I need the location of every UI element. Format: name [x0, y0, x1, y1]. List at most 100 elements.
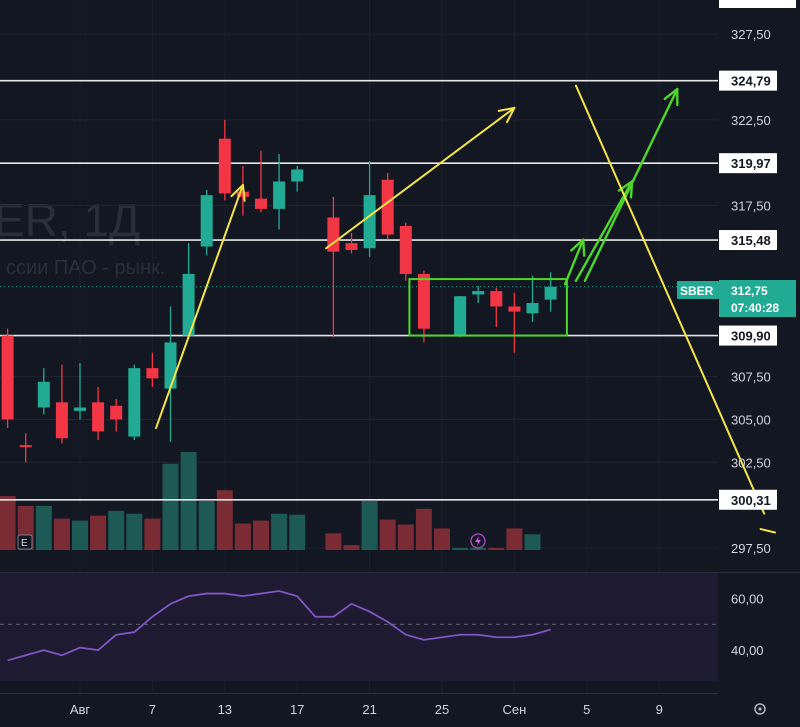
rsi-pane-background [0, 573, 718, 681]
candle-23[interactable] [454, 296, 467, 338]
time-tick-8: 9 [656, 702, 663, 717]
volume-bar-7 [126, 513, 143, 550]
price-tick-5: 302,50 [731, 455, 771, 470]
volume-bar-6 [108, 510, 125, 550]
svg-text:319,97: 319,97 [731, 156, 771, 171]
yellow-down-line[interactable] [574, 84, 766, 515]
volume-bar-10 [180, 452, 197, 550]
svg-text:E: E [21, 538, 28, 549]
price-tick-2: 317,50 [731, 198, 771, 213]
rsi-indicator: 60,00 40,00 [0, 590, 764, 662]
symbol-price-badge: SBER 312,75 07:40:28 [677, 280, 796, 317]
candle-24[interactable] [472, 285, 485, 304]
time-tick-2: 13 [218, 702, 232, 717]
green-up-arrow-2[interactable] [583, 87, 679, 282]
candle-19[interactable] [363, 160, 376, 257]
svg-text:315,48: 315,48 [731, 233, 771, 248]
candle-4[interactable] [74, 362, 86, 420]
candles[interactable] [1, 119, 557, 463]
volume-bar-20 [379, 519, 396, 550]
volume-bar-5 [90, 515, 107, 550]
rsi-line [7, 590, 551, 662]
earnings-icon[interactable]: E [17, 534, 33, 550]
drawings[interactable] [155, 84, 777, 534]
candle-18[interactable] [345, 232, 358, 254]
candle-8[interactable] [146, 352, 159, 387]
candle-7[interactable] [128, 364, 141, 441]
yellow-tail[interactable] [759, 528, 777, 534]
volume-bars [0, 452, 541, 550]
level-badge-partial [719, 0, 796, 8]
candle-20[interactable] [381, 172, 394, 240]
volume-bar-16 [289, 514, 306, 550]
candle-14[interactable] [255, 150, 267, 213]
support-box[interactable] [408, 278, 568, 337]
level-badge-1: 319,97 [719, 153, 777, 174]
price-tick-4: 305,00 [731, 412, 771, 427]
time-tick-4: 21 [362, 702, 376, 717]
horizontal-levels[interactable] [0, 79, 718, 501]
volume-bar-2 [35, 505, 52, 550]
price-tick-3: 307,50 [731, 370, 771, 385]
time-axis[interactable]: Авг 7 13 17 21 25 Сен 5 9 [70, 702, 663, 717]
volume-bar-21 [397, 524, 414, 550]
price-axis[interactable]: 327,50 322,50 317,50 307,50 305,00 302,50 297,… [731, 27, 771, 556]
candle-21[interactable] [399, 222, 412, 281]
watermark-exchange: ссии ПАО - рынк. [6, 257, 165, 279]
level-badges: 324,79 319,97 315,48 309,90 300,31 [719, 0, 796, 510]
svg-text:300,31: 300,31 [731, 493, 771, 508]
candle-25[interactable] [490, 287, 503, 328]
yellow-up-arrow-0[interactable] [155, 183, 246, 430]
yellow-up-arrow-1[interactable] [325, 106, 516, 250]
level-badge-0: 324,79 [719, 70, 777, 91]
candle-2[interactable] [37, 368, 50, 415]
time-tick-0: Авг [70, 702, 91, 717]
time-tick-3: 17 [290, 702, 304, 717]
candle-6[interactable] [110, 398, 123, 432]
volume-bar-22 [415, 508, 432, 550]
rsi-tick-1: 40,00 [731, 643, 764, 658]
countdown-label: 07:40:28 [731, 301, 779, 315]
candle-10[interactable] [182, 243, 195, 339]
price-tick-1: 322,50 [731, 113, 771, 128]
green-up-arrow-0[interactable] [563, 238, 586, 286]
lightning-icon[interactable] [470, 533, 486, 549]
candle-0[interactable] [1, 328, 14, 429]
candle-15[interactable] [273, 154, 286, 230]
time-tick-1: 7 [149, 702, 156, 717]
candle-12[interactable] [218, 119, 231, 201]
candle-11[interactable] [200, 190, 213, 256]
candle-5[interactable] [92, 386, 105, 441]
candle-3[interactable] [55, 364, 68, 444]
level-badge-2: 315,48 [719, 230, 777, 251]
candle-16[interactable] [291, 166, 304, 192]
rsi-tick-0: 60,00 [731, 592, 764, 607]
price-tick-6: 297,50 [731, 541, 771, 556]
volume-bar-18 [343, 545, 360, 550]
volume-bar-4 [72, 520, 88, 550]
volume-bar-17 [325, 533, 342, 550]
watermark-symbol: ER, 1Д [0, 194, 140, 246]
volume-bar-14 [253, 520, 269, 550]
time-tick-7: 5 [583, 702, 590, 717]
time-tick-5: 25 [435, 702, 449, 717]
svg-text:309,90: 309,90 [731, 329, 771, 344]
volume-bar-19 [361, 501, 378, 550]
volume-bar-27 [506, 528, 523, 550]
candle-27[interactable] [526, 275, 539, 322]
volume-bar-3 [53, 518, 70, 550]
settings-gear-icon[interactable] [754, 703, 766, 715]
volume-bar-12 [216, 490, 233, 550]
candle-1[interactable] [19, 433, 32, 463]
volume-bar-0 [0, 496, 16, 550]
volume-bar-15 [271, 513, 288, 550]
candle-26[interactable] [508, 292, 521, 353]
volume-bar-23 [434, 528, 450, 550]
level-badge-4: 300,31 [719, 489, 777, 510]
time-tick-6: Сен [502, 702, 526, 717]
price-tick-0: 327,50 [731, 27, 771, 42]
candle-17[interactable] [327, 196, 340, 338]
volume-bar-11 [198, 501, 215, 550]
candle-22[interactable] [417, 270, 430, 343]
